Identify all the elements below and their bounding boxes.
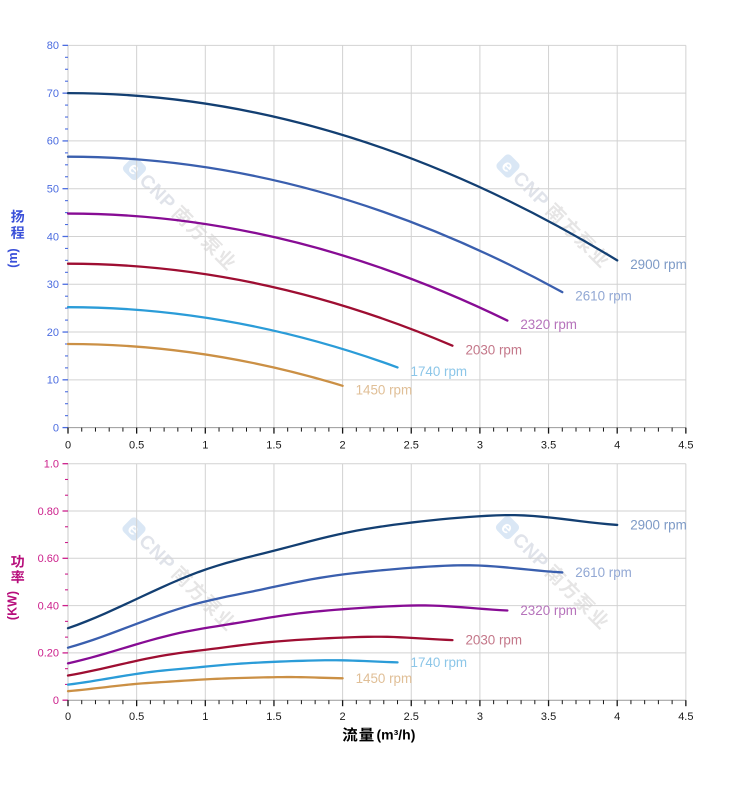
svg-text:0.80: 0.80	[38, 506, 59, 518]
svg-text:2320 rpm: 2320 rpm	[520, 317, 577, 332]
svg-text:30: 30	[47, 279, 59, 291]
svg-text:2.5: 2.5	[404, 439, 419, 451]
svg-text:2900 rpm: 2900 rpm	[630, 257, 687, 272]
svg-text:1450 rpm: 1450 rpm	[356, 671, 413, 686]
svg-text:60: 60	[47, 136, 59, 148]
svg-text:2030 rpm: 2030 rpm	[465, 342, 522, 357]
svg-text:40: 40	[47, 231, 59, 243]
svg-text:0.20: 0.20	[38, 648, 59, 660]
svg-text:2900 rpm: 2900 rpm	[630, 518, 687, 533]
svg-text:2: 2	[340, 711, 346, 723]
svg-text:1: 1	[202, 711, 208, 723]
svg-text:0: 0	[65, 711, 71, 723]
svg-text:0: 0	[53, 695, 59, 707]
svg-text:1740 rpm: 1740 rpm	[411, 364, 468, 379]
svg-text:0.5: 0.5	[129, 439, 144, 451]
svg-text:3.5: 3.5	[541, 439, 556, 451]
svg-text:2610 rpm: 2610 rpm	[575, 289, 632, 304]
svg-text:2030 rpm: 2030 rpm	[465, 633, 522, 648]
svg-text:1.5: 1.5	[266, 439, 281, 451]
svg-text:3.5: 3.5	[541, 711, 556, 723]
svg-text:2: 2	[340, 439, 346, 451]
svg-text:(m³/h): (m³/h)	[377, 726, 416, 742]
svg-text:4.5: 4.5	[678, 439, 693, 451]
svg-text:1450 rpm: 1450 rpm	[356, 382, 413, 397]
svg-text:4: 4	[614, 711, 620, 723]
svg-text:0: 0	[53, 422, 59, 434]
svg-text:4: 4	[614, 439, 620, 451]
svg-text:2610 rpm: 2610 rpm	[575, 565, 632, 580]
svg-text:1.5: 1.5	[266, 711, 281, 723]
svg-text:1740 rpm: 1740 rpm	[411, 655, 468, 670]
svg-text:0.5: 0.5	[129, 711, 144, 723]
svg-text:50: 50	[47, 184, 59, 196]
svg-text:(KW): (KW)	[6, 591, 20, 620]
svg-text:0: 0	[65, 439, 71, 451]
svg-text:20: 20	[47, 327, 59, 339]
svg-text:3: 3	[477, 711, 483, 723]
svg-text:0.40: 0.40	[38, 600, 59, 612]
svg-text:10: 10	[47, 375, 59, 387]
svg-text:4.5: 4.5	[678, 711, 693, 723]
svg-text:2.5: 2.5	[404, 711, 419, 723]
svg-text:2320 rpm: 2320 rpm	[520, 603, 577, 618]
svg-text:0.60: 0.60	[38, 553, 59, 565]
svg-text:1: 1	[202, 439, 208, 451]
svg-text:80: 80	[47, 40, 59, 52]
svg-text:(m): (m)	[6, 248, 20, 267]
svg-text:70: 70	[47, 88, 59, 100]
svg-text:3: 3	[477, 439, 483, 451]
svg-text:1.0: 1.0	[44, 459, 59, 471]
